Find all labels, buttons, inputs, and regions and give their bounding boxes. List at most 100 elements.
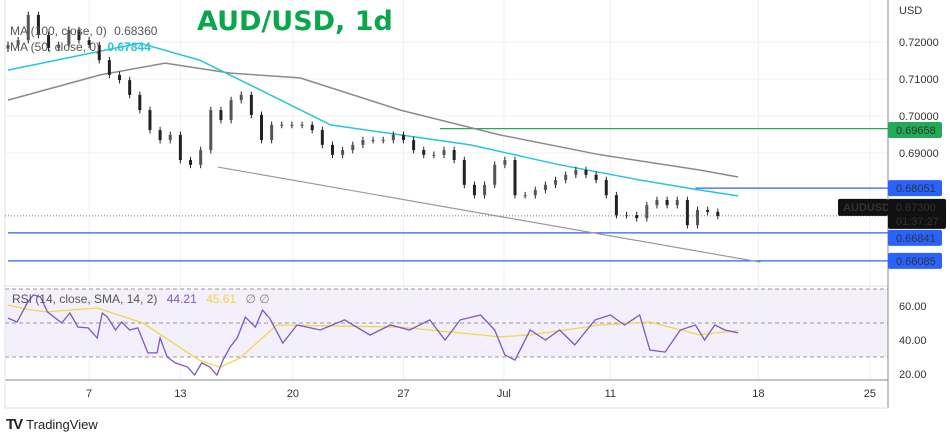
time-axis-tick: 13 <box>174 388 186 400</box>
ma100-legend: MA (100, close, 0) 0.68360 <box>10 24 157 38</box>
candle-body <box>554 180 558 185</box>
candle-body <box>452 150 456 161</box>
candle-body <box>513 160 517 196</box>
candle-body <box>300 124 304 126</box>
rsi-axis-tick: 20.00 <box>899 369 927 381</box>
price-level-tag <box>888 252 942 269</box>
rsi-sma-value: 45.61 <box>206 292 237 306</box>
candle-body <box>675 199 679 206</box>
candle-body <box>209 110 213 151</box>
candle-body <box>148 110 152 131</box>
ma100-label: MA (100, close, 0) <box>10 24 107 38</box>
candle-body <box>422 150 426 155</box>
time-axis-tick: 20 <box>287 388 299 400</box>
candle-body <box>523 195 527 197</box>
rsi-line <box>7 294 739 377</box>
time-axis-tick: 11 <box>605 388 616 400</box>
rsi-axis-tick: 60.00 <box>899 301 927 313</box>
candle-body <box>168 134 172 141</box>
candle-body <box>685 199 689 226</box>
candle-body <box>543 184 547 190</box>
candle-body <box>36 14 40 35</box>
candle-body <box>604 180 608 196</box>
candle-body <box>574 170 578 175</box>
candle-body <box>483 184 487 196</box>
tradingview-logo-text: TradingView <box>26 417 98 432</box>
candle-body <box>118 74 122 81</box>
candle-body <box>564 174 568 181</box>
rsi-value: 44.21 <box>166 292 197 306</box>
candle-body <box>462 160 466 185</box>
time-axis-tick: 7 <box>86 388 92 400</box>
candle-body <box>178 134 182 161</box>
candle-body <box>533 190 537 196</box>
candle-body <box>432 154 436 156</box>
candle-body <box>270 124 274 141</box>
candle-body <box>472 184 476 196</box>
ma50-line <box>7 42 739 197</box>
symbol-tag-text: AUDUSD <box>843 202 890 214</box>
candle-body <box>625 215 629 217</box>
rsi-legend: RSI (14, close, SMA, 14, 2) 44.21 45.61 … <box>12 292 270 306</box>
candle-body <box>645 205 649 219</box>
time-axis-tick: Jul <box>497 388 511 400</box>
candle-body <box>26 14 30 41</box>
candle-body <box>371 140 375 142</box>
candle-body <box>706 209 710 212</box>
candle-body <box>665 199 669 206</box>
price-level-tag <box>888 122 942 138</box>
candle-body <box>412 140 416 151</box>
candle-body <box>614 195 618 216</box>
time-axis-tick: 18 <box>752 388 764 400</box>
candle-body <box>716 211 720 216</box>
candle-body <box>87 40 91 45</box>
price-level-tag-text: 0.66841 <box>896 233 936 245</box>
rsi-sma-line <box>7 304 739 368</box>
current-price-value: 0.67300 <box>896 202 936 214</box>
candle-body <box>16 40 20 45</box>
candle-body <box>381 140 385 142</box>
candle-body <box>47 34 51 48</box>
price-level-tag-text: 0.69658 <box>896 125 936 137</box>
tradingview-logo[interactable]: TV TradingView <box>6 416 98 433</box>
candle-body <box>219 110 223 121</box>
candle-body <box>361 140 365 145</box>
ma100-value: 0.68360 <box>114 24 158 38</box>
candle-body <box>260 114 263 141</box>
currency-label: USD <box>899 5 922 17</box>
trendline[interactable] <box>217 166 761 263</box>
candle-body <box>635 215 639 219</box>
candle-body <box>280 124 284 126</box>
price-axis-tick: 0.72000 <box>899 37 939 49</box>
candle-body <box>351 144 355 151</box>
candle-body <box>107 60 111 75</box>
candle-body <box>199 150 203 165</box>
candle-body <box>57 44 61 48</box>
ma100-line <box>7 62 739 178</box>
price-axis-tick: 0.69000 <box>899 148 939 160</box>
candle-body <box>158 130 162 141</box>
price-level-tag <box>888 229 942 246</box>
ma50-value: 0.67844 <box>107 40 151 54</box>
candle-body <box>696 209 700 226</box>
candle-body <box>128 80 132 95</box>
candle-body <box>67 30 71 45</box>
candle-body <box>239 94 243 101</box>
bar-countdown: 01:37:27 <box>896 216 939 228</box>
candle-body <box>77 30 81 41</box>
price-axis-tick: 0.71000 <box>899 74 939 86</box>
candle-body <box>584 170 588 175</box>
rsi-axis-tick: 40.00 <box>899 335 927 347</box>
tradingview-logo-icon: TV <box>6 416 23 433</box>
candle-body <box>442 150 446 155</box>
price-level-tag-text: 0.68051 <box>896 183 936 195</box>
candle-body <box>330 144 334 155</box>
candle-body <box>6 44 10 49</box>
candle-body <box>97 44 101 61</box>
candle-body <box>320 130 324 145</box>
candle-body <box>290 124 294 126</box>
candle-body <box>138 94 142 111</box>
price-axis-tick: 0.70000 <box>899 111 939 123</box>
candle-body <box>655 199 659 206</box>
